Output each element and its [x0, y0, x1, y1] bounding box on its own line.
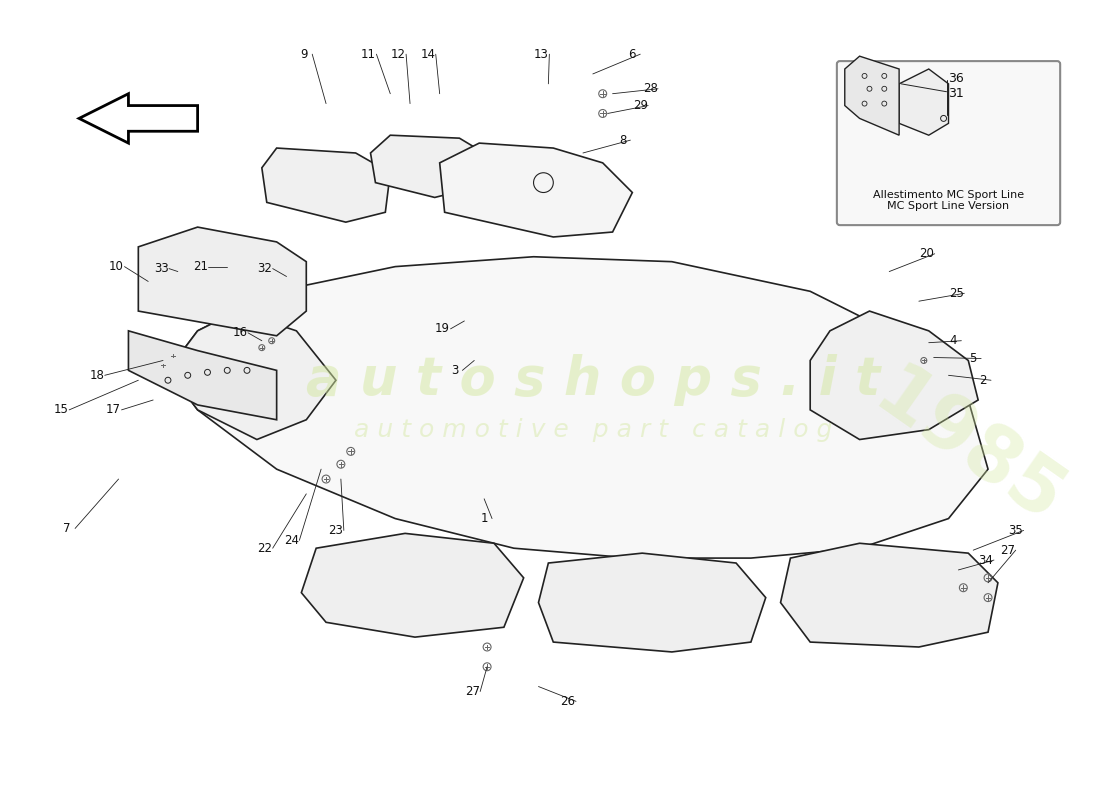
Text: 5: 5 [969, 352, 977, 365]
Text: 28: 28 [642, 82, 658, 95]
Text: 35: 35 [1009, 524, 1023, 537]
Text: 12: 12 [390, 48, 406, 61]
Text: 2: 2 [979, 374, 987, 386]
Text: 34: 34 [979, 554, 993, 566]
Polygon shape [129, 331, 277, 420]
Polygon shape [845, 56, 899, 135]
Text: 9: 9 [300, 48, 308, 61]
Text: a u t o s h o p s . i t: a u t o s h o p s . i t [306, 354, 880, 406]
Text: 18: 18 [89, 369, 104, 382]
Text: 13: 13 [534, 48, 549, 61]
Text: 6: 6 [628, 48, 636, 61]
Polygon shape [168, 311, 336, 439]
Polygon shape [899, 69, 948, 135]
Text: 10: 10 [109, 260, 124, 273]
Text: Allestimento MC Sport Line
MC Sport Line Version: Allestimento MC Sport Line MC Sport Line… [873, 190, 1024, 211]
Text: 27: 27 [1000, 544, 1015, 557]
Text: 23: 23 [329, 524, 343, 537]
Text: 27: 27 [465, 685, 480, 698]
Text: 1: 1 [481, 512, 488, 525]
Polygon shape [301, 534, 524, 637]
Polygon shape [168, 257, 988, 558]
Text: 4: 4 [949, 334, 957, 347]
Polygon shape [811, 311, 978, 439]
Text: 3: 3 [451, 364, 459, 377]
Polygon shape [539, 553, 766, 652]
Polygon shape [781, 543, 998, 647]
Text: 14: 14 [420, 48, 436, 61]
Text: a u t o m o t i v e   p a r t   c a t a l o g: a u t o m o t i v e p a r t c a t a l o … [353, 418, 832, 442]
Text: 36: 36 [948, 72, 965, 86]
Text: 19: 19 [436, 322, 450, 335]
Text: 24: 24 [284, 534, 299, 547]
Text: 15: 15 [54, 403, 68, 416]
Text: 25: 25 [949, 286, 964, 300]
Text: 1985: 1985 [860, 358, 1077, 541]
Polygon shape [262, 148, 390, 222]
Text: 26: 26 [561, 695, 575, 708]
Text: 29: 29 [632, 99, 648, 112]
Text: 31: 31 [948, 87, 965, 100]
Text: 17: 17 [106, 403, 121, 416]
Text: 22: 22 [257, 542, 273, 554]
Text: 33: 33 [154, 262, 168, 275]
Text: 21: 21 [194, 260, 208, 273]
Text: 32: 32 [257, 262, 272, 275]
Polygon shape [139, 227, 306, 336]
Polygon shape [440, 143, 632, 237]
Text: 20: 20 [920, 247, 934, 260]
Text: 11: 11 [361, 48, 376, 61]
Polygon shape [79, 94, 198, 143]
Text: 8: 8 [619, 134, 626, 146]
Text: 16: 16 [232, 326, 248, 339]
Text: 7: 7 [64, 522, 70, 535]
FancyBboxPatch shape [837, 61, 1060, 225]
Polygon shape [371, 135, 484, 198]
